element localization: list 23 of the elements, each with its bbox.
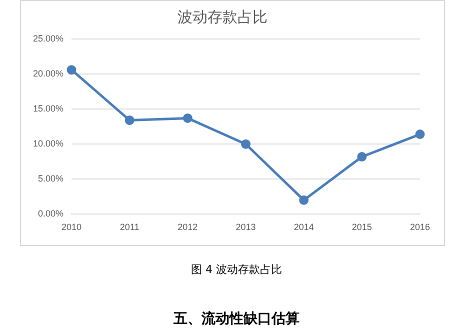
y-tick-label: 5.00% bbox=[38, 174, 64, 184]
x-tick-label: 2010 bbox=[62, 222, 82, 232]
x-tick-label: 2014 bbox=[294, 222, 314, 232]
x-tick-label: 2013 bbox=[236, 222, 256, 232]
point bbox=[299, 195, 309, 205]
chart-title: 波动存款占比 bbox=[178, 8, 268, 26]
y-tick-label: 15.00% bbox=[32, 104, 64, 114]
point bbox=[357, 152, 367, 162]
point bbox=[241, 139, 251, 149]
point bbox=[415, 130, 425, 140]
text: 五、流动性缺口估算 bbox=[172, 310, 300, 328]
caption: 图 4 波动存款占比 bbox=[190, 262, 283, 277]
x-tick-label: 2012 bbox=[178, 222, 198, 232]
point bbox=[124, 116, 134, 126]
point bbox=[66, 65, 76, 75]
y-tick-label: 0.00% bbox=[38, 208, 64, 219]
x-tick-label: 2011 bbox=[120, 222, 140, 232]
y-tick-label: 25.00% bbox=[32, 33, 64, 44]
x-tick-label: 2016 bbox=[410, 222, 430, 232]
x-tick-label: 2015 bbox=[352, 222, 372, 232]
point bbox=[182, 113, 192, 123]
y-tick-label: 20.00% bbox=[32, 68, 64, 79]
y-tick-label: 10.00% bbox=[32, 138, 64, 149]
